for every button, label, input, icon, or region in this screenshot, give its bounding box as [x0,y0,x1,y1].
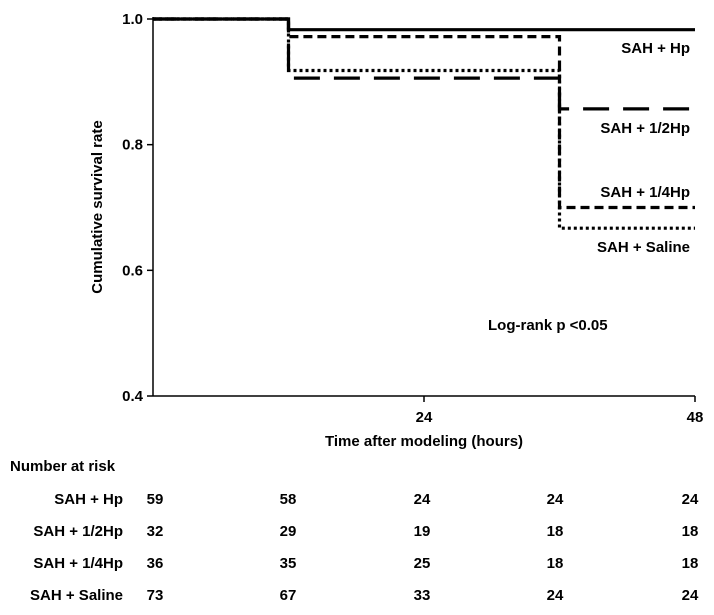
series-label: SAH + 1/2Hp [600,120,690,137]
number-at-risk-title: Number at risk [10,458,116,475]
axes: 0.4 0.6 0.8 1.0 24 48 [122,11,703,426]
risk-cell: 19 [413,523,431,540]
x-tick-label: 24 [416,409,433,426]
risk-cell: 25 [413,555,431,572]
risk-cell: 33 [413,587,431,604]
x-axis-label: Time after modeling (hours) [325,433,523,450]
labels-layer: SAH + Hp SAH + 1/2Hp SAH + 1/4Hp SAH + Sali… [597,40,690,256]
log-rank-annotation: Log-rank p <0.05 [488,317,608,334]
risk-cell: 36 [146,555,164,572]
risk-cell: 29 [279,523,297,540]
risk-row-label: SAH + Hp [54,491,123,508]
risk-cell: 18 [546,523,564,540]
risk-cell: 32 [146,523,164,540]
risk-row-label: SAH + 1/4Hp [33,555,123,572]
series-line-2 [153,17,695,210]
series-line-0 [153,17,695,32]
y-axis-label: Cumulative survival rate [89,120,106,293]
series-label: SAH + Saline [597,239,690,256]
risk-cell: 59 [146,491,164,508]
risk-cell: 24 [681,587,699,604]
risk-cell: 24 [681,491,699,508]
risk-cell: 24 [413,491,431,508]
risk-cell: 73 [146,587,164,604]
risk-row-label: SAH + Saline [30,587,123,604]
risk-cell: 18 [681,555,699,572]
series-line-3 [153,17,695,230]
risk-cell: 35 [279,555,297,572]
risk-cell: 18 [546,555,564,572]
series-layer [153,17,695,230]
series-label: SAH + Hp [621,40,690,57]
series-label: SAH + 1/4Hp [600,184,690,201]
risk-row-label: SAH + 1/2Hp [33,523,123,540]
y-tick-label: 0.8 [122,137,143,154]
risk-cell: 18 [681,523,699,540]
risk-cell: 58 [279,491,297,508]
y-tick-label: 1.0 [122,11,143,28]
x-tick-label: 48 [687,409,704,426]
risk-cell: 24 [546,491,564,508]
risk-cell: 67 [279,587,297,604]
y-tick-label: 0.6 [122,262,143,279]
series-line-1 [153,17,695,111]
risk-cell: 24 [546,587,564,604]
y-tick-label: 0.4 [122,388,144,405]
